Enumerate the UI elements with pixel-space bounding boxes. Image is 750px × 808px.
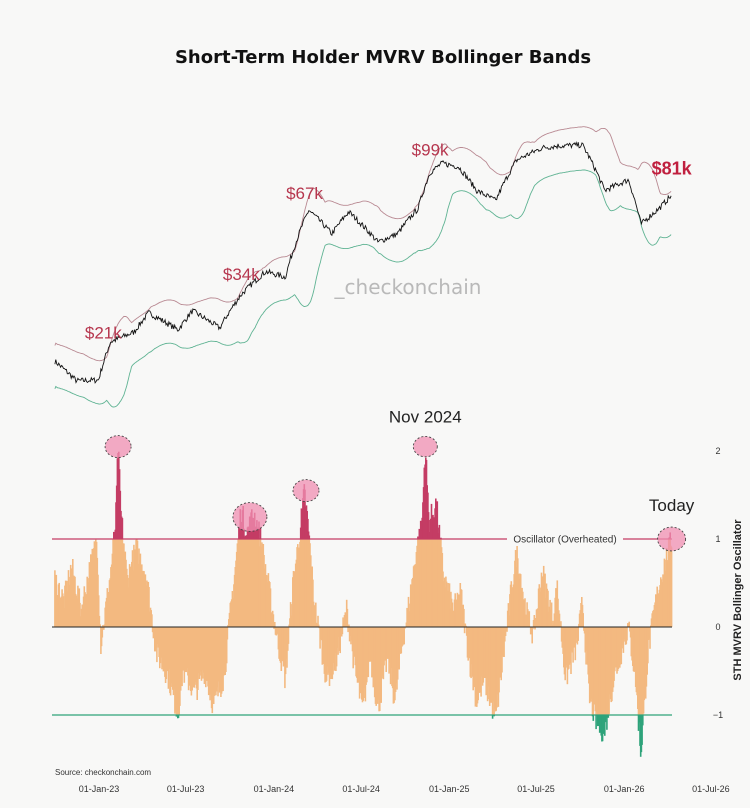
y-tick-label: 0 bbox=[715, 622, 720, 632]
spike-highlight-circle bbox=[292, 479, 320, 503]
y-tick-label: −1 bbox=[713, 710, 723, 720]
price-line bbox=[54, 141, 672, 384]
y-axis-label: STH MVRV Bollinger Oscillator bbox=[732, 519, 744, 681]
x-tick-label: 01-Jan-24 bbox=[254, 784, 295, 794]
watermark: _checkonchain bbox=[334, 275, 482, 299]
x-tick-label: 01-Jul-23 bbox=[167, 784, 205, 794]
x-tick-label: 01-Jan-26 bbox=[604, 784, 645, 794]
spike-highlight-circle bbox=[232, 502, 268, 532]
chart-title: Short-Term Holder MVRV Bollinger Bands bbox=[175, 47, 591, 68]
oscillator-annotation: Today bbox=[649, 496, 695, 515]
price-annotation: $81k bbox=[652, 159, 693, 179]
oscillator-panel: Oscillator (Overheated)Nov 2024Today−101… bbox=[52, 408, 730, 794]
x-tick-label: 01-Jan-25 bbox=[429, 784, 470, 794]
upper-band-line bbox=[54, 126, 672, 362]
x-tick-label: 01-Jul-26 bbox=[692, 784, 730, 794]
y-tick-label: 1 bbox=[715, 534, 720, 544]
price-panel: $21k $34k $67k $99k $81k bbox=[54, 126, 693, 408]
y-tick-label: 2 bbox=[715, 446, 720, 456]
x-tick-label: 01-Jul-24 bbox=[342, 784, 380, 794]
price-annotation: $21k bbox=[85, 324, 122, 343]
price-annotation: $34k bbox=[223, 265, 260, 284]
x-tick-label: 01-Jan-23 bbox=[79, 784, 120, 794]
x-tick-label: 01-Jul-25 bbox=[517, 784, 555, 794]
spike-highlight-circle bbox=[657, 526, 687, 552]
price-annotation: $99k bbox=[412, 140, 449, 159]
threshold-label: Oscillator (Overheated) bbox=[513, 535, 616, 546]
oscillator-annotation: Nov 2024 bbox=[389, 408, 462, 427]
spike-highlight-circle bbox=[412, 435, 438, 458]
spike-highlight-circle bbox=[104, 435, 132, 459]
source-note: Source: checkonchain.com bbox=[55, 768, 151, 777]
lower-band-line bbox=[54, 169, 672, 408]
price-annotation: $67k bbox=[286, 184, 323, 203]
threshold-label-bg bbox=[507, 532, 623, 546]
